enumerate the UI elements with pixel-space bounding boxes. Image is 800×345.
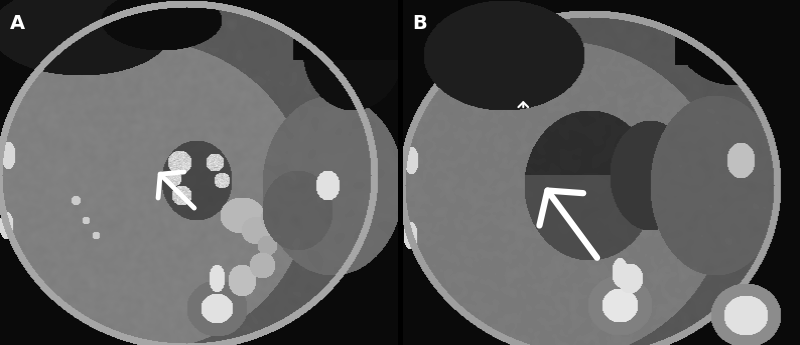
Text: A: A (10, 14, 25, 33)
Text: B: B (413, 14, 427, 33)
